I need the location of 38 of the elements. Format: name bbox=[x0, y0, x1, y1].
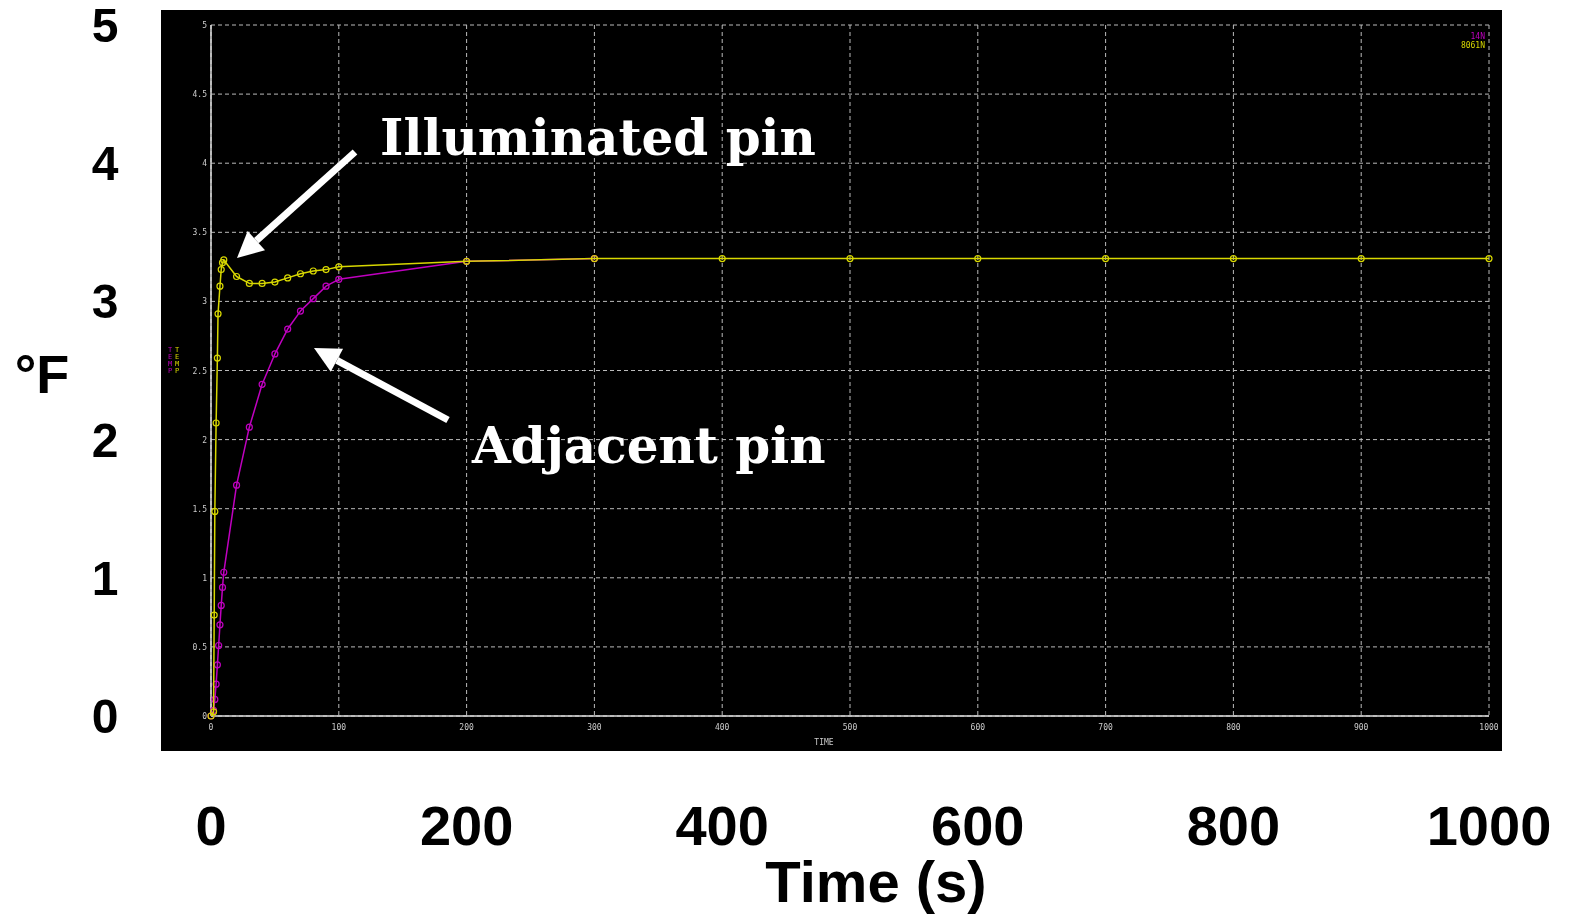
x2-tick-label: 300 bbox=[587, 723, 602, 732]
y-tick-label: 1 bbox=[91, 551, 119, 605]
x2-axis-title: TIME bbox=[814, 738, 834, 747]
x2-tick-label: 0 bbox=[208, 723, 214, 732]
x-tick-label: 0 bbox=[195, 794, 227, 857]
x2-tick-label: 800 bbox=[1226, 723, 1241, 732]
x2-tick-label: 1000 bbox=[1479, 723, 1499, 732]
y2-tick-label: 3 bbox=[202, 297, 208, 307]
y-tick-label: 0 bbox=[91, 690, 119, 743]
annotation: Illuminated pin bbox=[380, 108, 816, 167]
x2-tick-label: 100 bbox=[331, 723, 347, 732]
y2-tick-label: 4.5 bbox=[192, 90, 208, 100]
y-tick-label: 5 bbox=[91, 0, 119, 52]
y2-tick-label: 0 bbox=[202, 712, 208, 721]
y-tick-label: 4 bbox=[91, 137, 119, 191]
y2-tick-label: 3.5 bbox=[192, 228, 208, 238]
x2-tick-label: 600 bbox=[970, 723, 986, 732]
x2-tick-label: 700 bbox=[1098, 723, 1114, 732]
y-axis-title: °F bbox=[14, 344, 70, 404]
y2-tick-label: 1.5 bbox=[192, 504, 208, 514]
text: 14N bbox=[1470, 32, 1486, 41]
x2-tick-label: 500 bbox=[842, 723, 858, 732]
x-tick-label: 1000 bbox=[1426, 794, 1552, 857]
x2-tick-label: 200 bbox=[459, 723, 475, 732]
text: 8061N bbox=[1460, 41, 1486, 50]
x-tick-label: 800 bbox=[1186, 794, 1281, 857]
x2-tick-label: 400 bbox=[714, 723, 730, 732]
x-tick-label: 200 bbox=[419, 794, 514, 857]
y2-tick-label: 1 bbox=[202, 573, 208, 583]
y-tick-label: 2 bbox=[91, 413, 119, 467]
y2-tick-label: 0.5 bbox=[192, 642, 208, 652]
y2-tick-label: 2.5 bbox=[192, 366, 208, 376]
y2-tick-label: 5 bbox=[202, 21, 208, 30]
y2-tick-label: 2 bbox=[202, 435, 208, 445]
annotation: Adjacent pin bbox=[471, 416, 826, 475]
x2-tick-label: 900 bbox=[1353, 723, 1369, 732]
y2-tick-label: 4 bbox=[202, 159, 208, 169]
y-tick-label: 3 bbox=[91, 275, 119, 329]
